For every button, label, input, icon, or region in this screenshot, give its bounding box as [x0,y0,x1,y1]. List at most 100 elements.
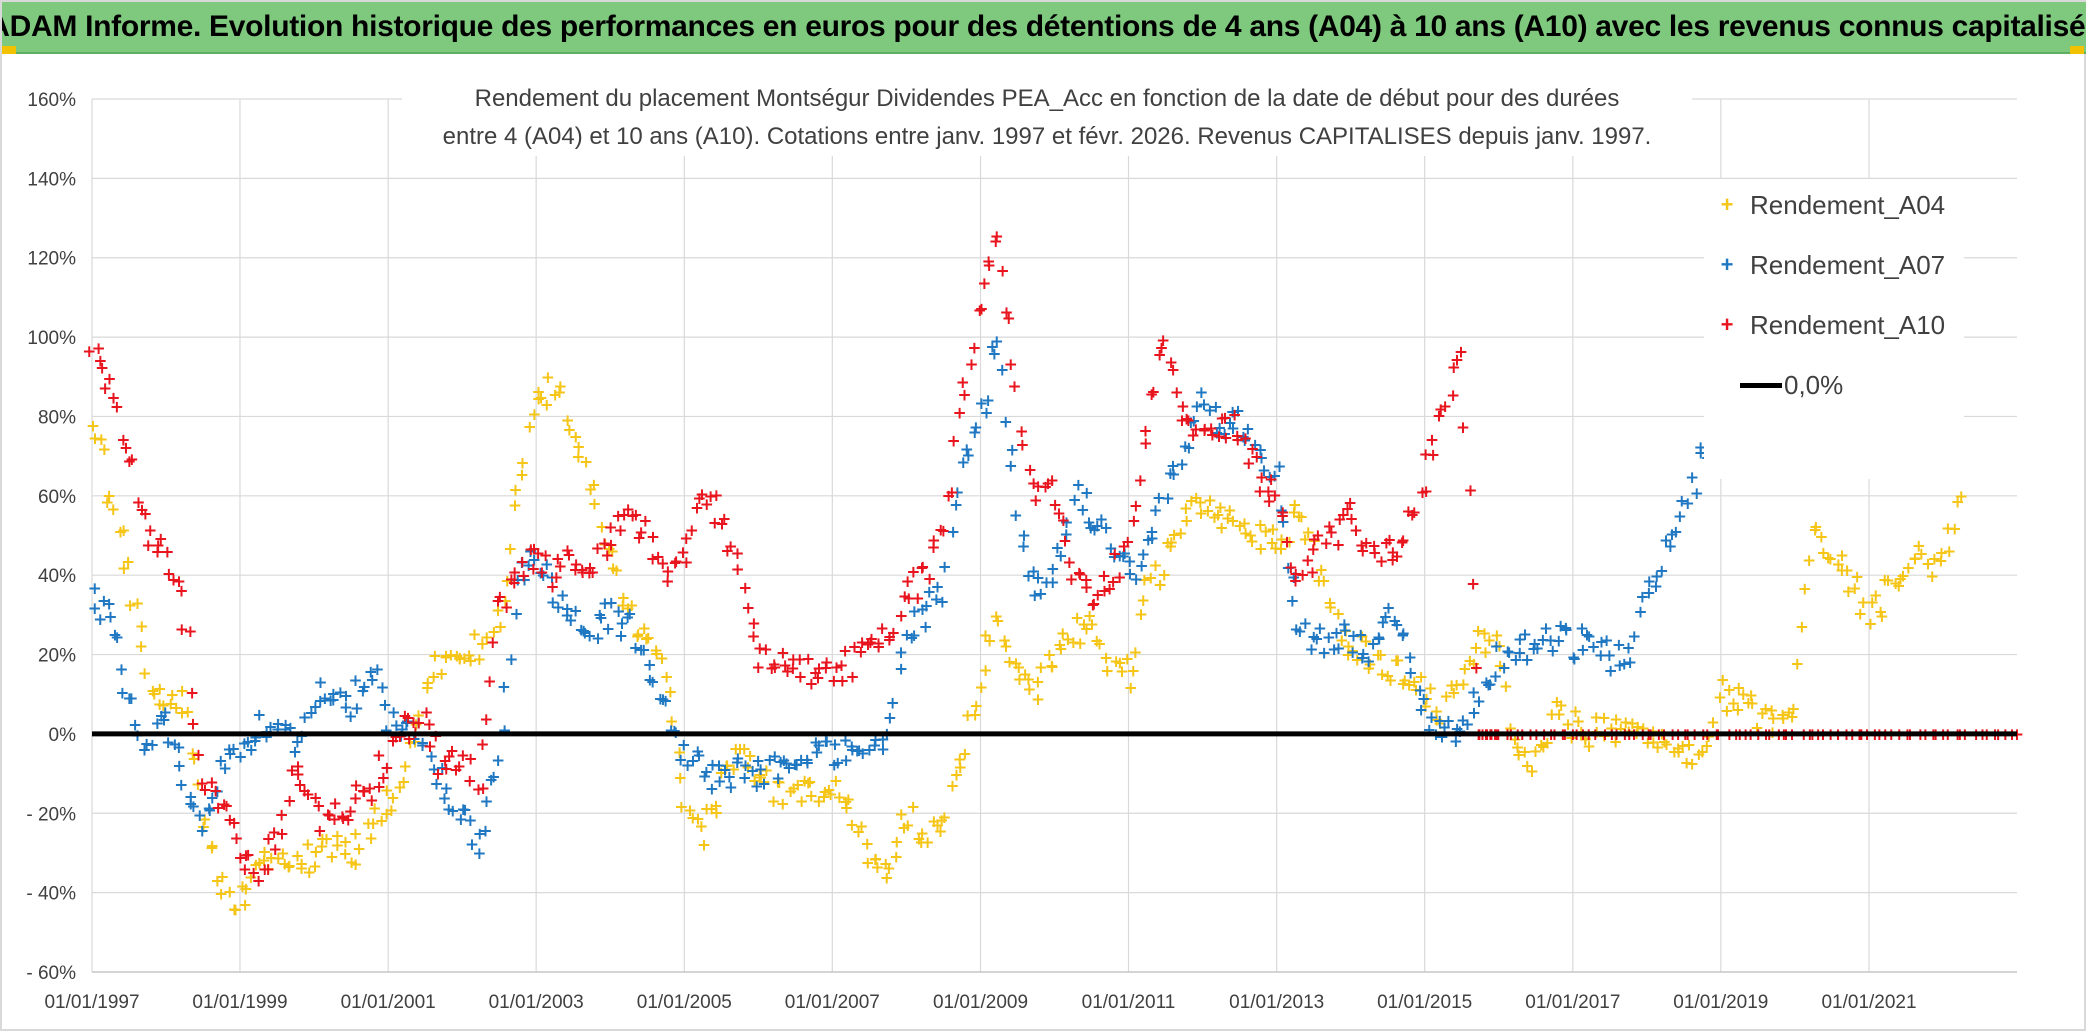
data-point: + [1193,493,1207,513]
data-point: + [333,683,347,703]
data-point: + [1189,488,1203,508]
data-point: + [356,682,370,702]
data-point: + [598,594,612,614]
data-point: + [967,338,981,358]
data-point: + [515,454,529,474]
data-point: + [1090,516,1104,536]
data-point: + [1463,481,1477,501]
data-point: + [158,703,172,723]
data-point: + [1335,631,1349,651]
data-point: + [1054,546,1068,566]
data-point: + [856,744,870,764]
data-point: + [803,772,817,792]
data-point: + [1447,684,1461,704]
data-point: + [794,792,808,812]
data-point: + [532,389,546,409]
data-point: + [1954,487,1968,507]
data-point: + [691,810,705,830]
x-tick-label: 01/01/2013 [1229,992,1324,1013]
data-point: + [110,397,124,417]
data-point: + [1482,631,1496,651]
data-point: + [1444,676,1458,696]
data-point: + [791,776,805,796]
data-point: + [801,773,815,793]
data-point: + [1175,455,1189,475]
data-point: + [1117,544,1131,564]
data-point: + [623,604,637,624]
data-point: + [116,521,130,541]
data-point: + [1231,401,1245,421]
data-point: + [832,788,846,808]
data-point: + [1317,571,1331,591]
data-point: + [1209,397,1223,417]
data-point: + [323,691,337,711]
data-point: + [999,637,1013,657]
data-point: + [278,855,292,875]
data-point: + [947,432,961,452]
data-point: + [562,421,576,441]
data-point: + [222,740,236,760]
data-point: + [450,647,464,667]
data-point: + [901,816,915,836]
data-point: + [686,808,700,828]
data-point: + [374,811,388,831]
data-point: + [827,755,841,775]
data-point: + [175,681,189,701]
data-point: + [319,829,333,849]
data-point: + [352,839,366,859]
data-point: + [94,430,108,450]
data-point: + [1161,534,1175,554]
data-point: + [885,693,899,713]
data-point: + [1067,490,1081,510]
data-point: + [922,570,936,590]
data-point: + [453,649,467,669]
data-point: + [241,845,255,865]
data-point: + [1027,562,1041,582]
data-point: + [241,732,255,752]
data-point: + [1418,697,1432,717]
data-point: + [437,789,451,809]
data-point: + [1138,421,1152,441]
y-axis-ticks: - 60% - 40% - 20% 0% 20% 40% 60% 80% 100% 120% 140… [26,90,76,984]
data-point: + [621,599,635,619]
data-point: + [1126,662,1140,682]
data-point: + [889,847,903,867]
data-point: + [1113,654,1127,674]
data-point: + [1241,420,1255,440]
data-point: + [974,300,988,320]
data-point: + [995,262,1009,282]
data-point: + [1881,571,1895,591]
data-point: + [1210,423,1224,443]
data-point: + [1623,653,1637,673]
data-point: + [1840,561,1854,581]
data-point: + [1695,742,1709,762]
data-point: + [930,816,944,836]
data-point: + [953,404,967,424]
data-point: + [191,745,205,765]
data-point: + [1056,511,1070,531]
data-point: + [480,628,494,648]
data-point: + [1381,667,1395,687]
legend-item-zero: 0,0% [1704,365,1843,405]
data-point: + [147,685,161,705]
data-point: + [757,774,771,794]
data-point: + [845,737,859,757]
data-point: + [577,622,591,642]
y-tick-label: - 60% [26,963,76,984]
data-point: + [1371,645,1385,665]
data-point: + [1561,715,1575,735]
data-point: + [1087,521,1101,541]
chart-title: Rendement du placement Montségur Dividen… [402,80,1692,156]
data-point: + [880,868,894,888]
data-point: + [540,555,554,575]
data-point: + [1511,745,1525,765]
data-point: + [616,589,630,609]
data-point: + [393,778,407,798]
data-point: + [1073,634,1087,654]
data-point: + [1856,593,1870,613]
data-point: + [152,695,166,715]
data-point: + [1331,639,1345,659]
data-point: + [1099,649,1113,669]
data-point: + [1034,585,1048,605]
data-point: + [663,683,677,703]
